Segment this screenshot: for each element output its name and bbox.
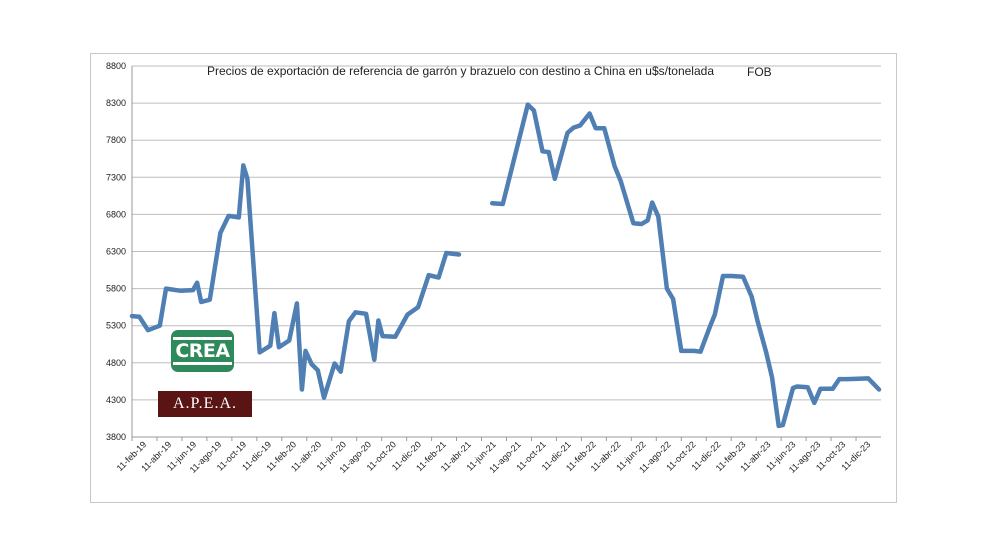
y-tick-label: 5300 [106, 321, 126, 331]
y-tick-label: 6300 [106, 247, 126, 257]
y-axis: 3800 4300 4800 5300 5800 6300 6800 7300 7800 8300… [106, 61, 133, 442]
y-tick-label: 7300 [106, 172, 126, 182]
series-layer [129, 102, 882, 429]
y-tick-label: 8800 [106, 61, 126, 71]
grid-lines [132, 65, 881, 438]
line-chart: 3800 4300 4800 5300 5800 6300 6800 7300 7800 8300… [106, 61, 882, 475]
series-line [489, 102, 882, 429]
chart-title: Precios de exportación de referencia de … [207, 64, 714, 78]
crea-logo: CREA [171, 330, 234, 372]
chart-title-suffix: FOB [747, 65, 772, 79]
y-tick-label: 4800 [106, 358, 126, 368]
apea-logo: A.P.E.A. [158, 391, 252, 417]
y-tick-label: 5800 [106, 284, 126, 294]
series-line [129, 163, 462, 400]
apea-logo-text: A.P.E.A. [172, 395, 237, 412]
chart-frame: 3800 4300 4800 5300 5800 6300 6800 7300 7800 8300… [90, 53, 897, 503]
y-tick-label: 7800 [106, 135, 126, 145]
y-tick-label: 4300 [106, 395, 126, 405]
crea-logo-text: CREA [173, 337, 232, 365]
y-tick-label: 8300 [106, 98, 126, 108]
y-tick-label: 6800 [106, 209, 126, 219]
y-tick-label: 3800 [106, 432, 126, 442]
x-axis: 11-feb-1911-abr-1911-jun-1911-ago-1911-o… [115, 436, 881, 475]
